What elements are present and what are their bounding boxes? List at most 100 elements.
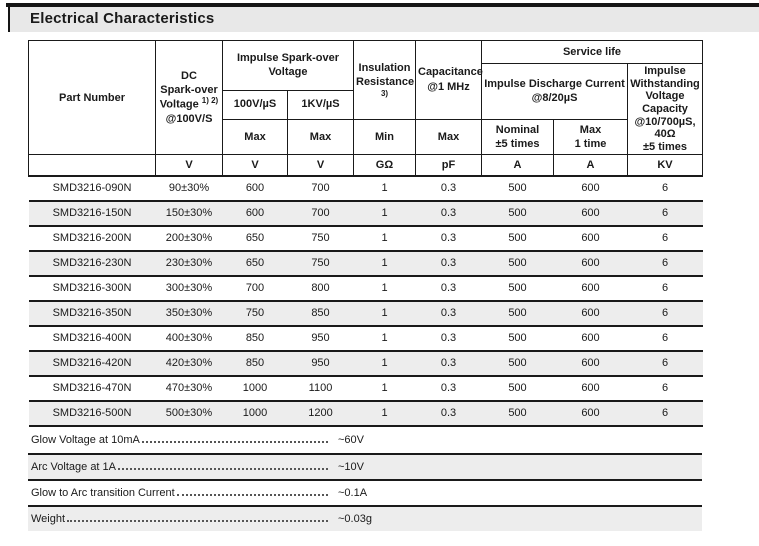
table-row: SMD3216-400N 400±30% 850 950 1 0.3 500 6… (28, 326, 703, 351)
header-row-3: 100V/µS 1KV/µS (29, 89, 703, 120)
cell-100v-max: 1000 (242, 407, 268, 420)
cell-withstanding-kv: 6 (661, 332, 669, 345)
table-row: SMD3216-420N 420±30% 850 950 1 0.3 500 6… (28, 350, 703, 376)
cell-discharge-nominal: 500 (508, 357, 527, 370)
cell-100v-max: 850 (245, 332, 265, 345)
col-impulse-withstanding: Impulse Withstanding Voltage Capacity @1… (627, 62, 703, 156)
cell-1kv-max: 750 (311, 232, 330, 245)
subcol-1kv-max: Max (287, 118, 354, 156)
cell-1kv-max: 1100 (308, 382, 333, 395)
cell-1kv-max: 950 (311, 357, 330, 370)
cell-part-number: SMD3216-230N (52, 257, 132, 270)
dotted-leader (141, 440, 328, 443)
subcol-nominal: Nominal ±5 times (481, 118, 554, 156)
cell-part-number: SMD3216-200N (52, 232, 132, 245)
cell-100v-max: 750 (245, 307, 265, 320)
footnote-marker: 3) (380, 88, 389, 98)
spec-row: Glow to Arc transition Current ~0.1A (28, 478, 702, 505)
cell-capacitance-max: 0.3 (440, 407, 457, 420)
cell-dc-spark-over: 300±30% (165, 282, 213, 295)
cell-discharge-nominal: 500 (508, 182, 527, 195)
cell-discharge-max: 600 (581, 332, 600, 345)
table-row: SMD3216-200N 200±30% 650 750 1 0.3 500 6… (28, 226, 703, 251)
cell-dc-spark-over: 200±30% (165, 232, 213, 245)
cell-part-number: SMD3216-150N (52, 207, 132, 220)
cell-discharge-nominal: 500 (508, 332, 527, 345)
cell-part-number: SMD3216-400N (52, 332, 132, 345)
col-insulation-resistance: Insulation Resistance 3) (353, 40, 416, 120)
cell-insulation-min: 1 (381, 357, 388, 370)
header-row-1: Part Number DC Spark-over Voltage 1) 2) … (28, 39, 703, 156)
cell-insulation-min: 1 (381, 182, 388, 195)
cell-insulation-min: 1 (381, 232, 388, 245)
footnote-marker: 1) 2) (201, 96, 219, 106)
section-title-band (10, 7, 759, 32)
header-row-4: Max Max Min Max Nominal ±5 times Max 1 t… (29, 118, 703, 156)
table-row: SMD3216-150N 150±30% 600 700 1 0.3 500 6… (28, 200, 703, 226)
cell-withstanding-kv: 6 (661, 182, 669, 195)
cell-100v-max: 1000 (242, 382, 268, 395)
cell-capacitance-max: 0.3 (440, 182, 457, 195)
cell-part-number: SMD3216-300N (52, 282, 132, 295)
cell-1kv-max: 750 (311, 257, 330, 270)
cell-withstanding-kv: 6 (661, 257, 669, 270)
cell-withstanding-kv: 6 (661, 232, 669, 245)
col-dc-spark-over: DC Spark-over Voltage 1) 2) @100V/S (155, 39, 223, 156)
spec-row: Weight ~0.03g (28, 504, 702, 531)
cell-100v-max: 650 (245, 232, 265, 245)
spec-value: ~10V (338, 460, 364, 473)
cell-withstanding-kv: 6 (661, 382, 669, 395)
unit-dc: V (155, 154, 223, 177)
cell-insulation-min: 1 (381, 207, 388, 220)
table-row: SMD3216-350N 350±30% 750 850 1 0.3 500 6… (28, 300, 703, 326)
cell-withstanding-kv: 6 (661, 357, 669, 370)
cell-100v-max: 650 (245, 257, 265, 270)
units-row: V V V GΩ pF A A KV (28, 154, 703, 177)
cell-part-number: SMD3216-470N (52, 382, 132, 395)
cell-withstanding-kv: 6 (661, 307, 669, 320)
spec-label: Glow to Arc transition Current (31, 486, 175, 499)
cell-discharge-nominal: 500 (508, 257, 527, 270)
unit-part-number (28, 154, 156, 177)
col-service-life: Service life (481, 40, 703, 64)
unit-capacitance: pF (415, 154, 482, 177)
cell-1kv-max: 1200 (308, 407, 333, 420)
cell-1kv-max: 700 (311, 182, 330, 195)
dotted-leader (67, 519, 328, 522)
spec-label: Glow Voltage at 10mA (31, 433, 140, 446)
col-part-number: Part Number (28, 39, 156, 156)
cell-discharge-max: 600 (581, 182, 600, 195)
cell-100v-max: 700 (245, 282, 265, 295)
cell-100v-max: 600 (245, 207, 265, 220)
cell-dc-spark-over: 470±30% (165, 382, 213, 395)
cell-capacitance-max: 0.3 (440, 307, 457, 320)
spec-row: Glow Voltage at 10mA ~60V (28, 427, 702, 453)
dotted-leader (176, 493, 328, 496)
cell-capacitance-max: 0.3 (440, 332, 457, 345)
cell-100v-max: 600 (245, 182, 265, 195)
spec-label: Arc Voltage at 1A (31, 460, 116, 473)
dotted-leader (118, 467, 328, 470)
spec-value: ~0.1A (338, 486, 368, 499)
data-rows: SMD3216-090N 90±30% 600 700 1 0.3 500 60… (28, 176, 703, 426)
cell-discharge-max: 600 (581, 382, 600, 395)
table-area: Part Number DC Spark-over Voltage 1) 2) … (28, 39, 703, 531)
unit-1kv: V (287, 154, 354, 177)
left-rule (8, 3, 10, 32)
cell-discharge-nominal: 500 (508, 232, 527, 245)
cell-dc-spark-over: 420±30% (165, 357, 213, 370)
cell-insulation-min: 1 (381, 282, 388, 295)
cell-discharge-max: 600 (581, 282, 600, 295)
cell-discharge-max: 600 (581, 232, 600, 245)
cell-capacitance-max: 0.3 (440, 207, 457, 220)
cell-withstanding-kv: 6 (661, 282, 669, 295)
table-row: SMD3216-300N 300±30% 700 800 1 0.3 500 6… (28, 276, 703, 301)
header-row-2: Impulse Discharge Current @8/20µS Impuls… (29, 62, 703, 156)
cell-insulation-min: 1 (381, 257, 388, 270)
cell-insulation-min: 1 (381, 382, 388, 395)
cell-dc-spark-over: 500±30% (165, 407, 213, 420)
cell-part-number: SMD3216-500N (52, 407, 132, 420)
subcol-100v-max: Max (222, 118, 288, 156)
cell-dc-spark-over: 150±30% (165, 207, 213, 220)
